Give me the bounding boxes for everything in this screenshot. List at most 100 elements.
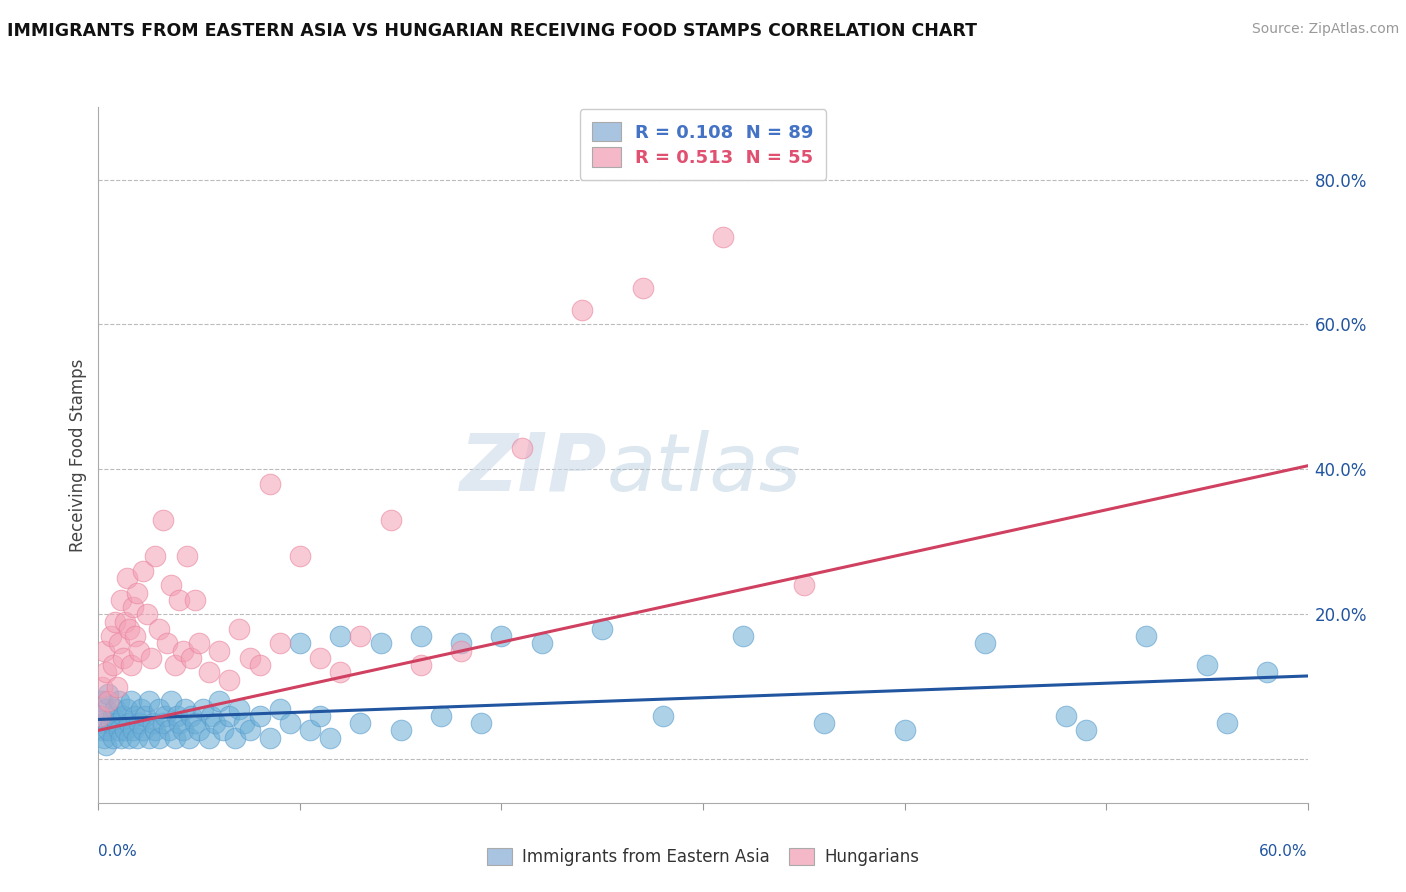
Point [143, 723, 166, 738]
Point [128, 716, 150, 731]
Point [370, 636, 392, 650]
Point [179, 731, 201, 745]
Point [893, 723, 915, 738]
Y-axis label: Receiving Food Stamps: Receiving Food Stamps [69, 359, 87, 551]
Point [278, 716, 301, 731]
Point [125, 585, 148, 599]
Point [288, 549, 311, 564]
Point [309, 651, 332, 665]
Point [148, 622, 170, 636]
Point [101, 658, 124, 673]
Point [103, 615, 125, 629]
Point [139, 651, 162, 665]
Point [125, 731, 148, 745]
Point [491, 629, 513, 643]
Point [143, 549, 166, 564]
Point [591, 622, 613, 636]
Point [172, 643, 194, 657]
Text: ZIP: ZIP [458, 430, 606, 508]
Point [188, 636, 211, 650]
Point [200, 708, 222, 723]
Point [733, 629, 755, 643]
Point [269, 636, 291, 650]
Point [156, 636, 179, 650]
Point [793, 578, 815, 592]
Point [180, 651, 202, 665]
Point [152, 716, 174, 731]
Point [204, 716, 226, 731]
Point [97, 687, 120, 701]
Point [115, 701, 138, 715]
Point [249, 658, 271, 673]
Point [138, 731, 160, 745]
Point [329, 629, 352, 643]
Point [198, 731, 221, 745]
Point [239, 723, 262, 738]
Point [470, 716, 492, 731]
Point [91, 723, 114, 738]
Point [118, 622, 141, 636]
Point [193, 701, 215, 715]
Point [118, 731, 141, 745]
Point [107, 694, 129, 708]
Point [89, 708, 111, 723]
Point [129, 701, 152, 715]
Point [651, 708, 673, 723]
Point [132, 564, 155, 578]
Point [1074, 723, 1097, 738]
Point [111, 708, 134, 723]
Point [152, 513, 174, 527]
Point [218, 673, 240, 687]
Point [212, 723, 235, 738]
Text: 0.0%: 0.0% [98, 845, 138, 859]
Point [124, 629, 146, 643]
Point [174, 701, 197, 715]
Legend: Immigrants from Eastern Asia, Hungarians: Immigrants from Eastern Asia, Hungarians [478, 839, 928, 874]
Text: Source: ZipAtlas.com: Source: ZipAtlas.com [1251, 22, 1399, 37]
Point [269, 701, 291, 715]
Point [228, 622, 250, 636]
Point [138, 694, 160, 708]
Text: IMMIGRANTS FROM EASTERN ASIA VS HUNGARIAN RECEIVING FOOD STAMPS CORRELATION CHAR: IMMIGRANTS FROM EASTERN ASIA VS HUNGARIA… [7, 22, 977, 40]
Point [167, 592, 190, 607]
Point [111, 651, 134, 665]
Point [1135, 629, 1157, 643]
Point [96, 701, 118, 715]
Point [110, 592, 132, 607]
Point [163, 658, 186, 673]
Point [288, 636, 311, 650]
Point [120, 658, 142, 673]
Point [100, 629, 122, 643]
Point [389, 723, 412, 738]
Point [96, 738, 118, 752]
Point [259, 731, 281, 745]
Point [101, 708, 124, 723]
Point [813, 716, 835, 731]
Point [188, 723, 211, 738]
Point [329, 665, 352, 680]
Point [91, 680, 114, 694]
Point [148, 701, 170, 715]
Point [349, 716, 371, 731]
Point [107, 636, 129, 650]
Point [184, 592, 207, 607]
Point [101, 731, 124, 745]
Point [319, 731, 342, 745]
Point [115, 571, 138, 585]
Point [89, 708, 111, 723]
Point [103, 701, 125, 715]
Point [97, 694, 120, 708]
Point [132, 723, 155, 738]
Point [228, 701, 250, 715]
Text: 60.0%: 60.0% [1260, 845, 1308, 859]
Point [134, 708, 156, 723]
Point [121, 600, 143, 615]
Point [208, 643, 231, 657]
Point [114, 615, 136, 629]
Point [180, 708, 202, 723]
Point [142, 716, 165, 731]
Point [631, 281, 654, 295]
Point [409, 658, 432, 673]
Point [259, 476, 281, 491]
Point [1216, 716, 1239, 731]
